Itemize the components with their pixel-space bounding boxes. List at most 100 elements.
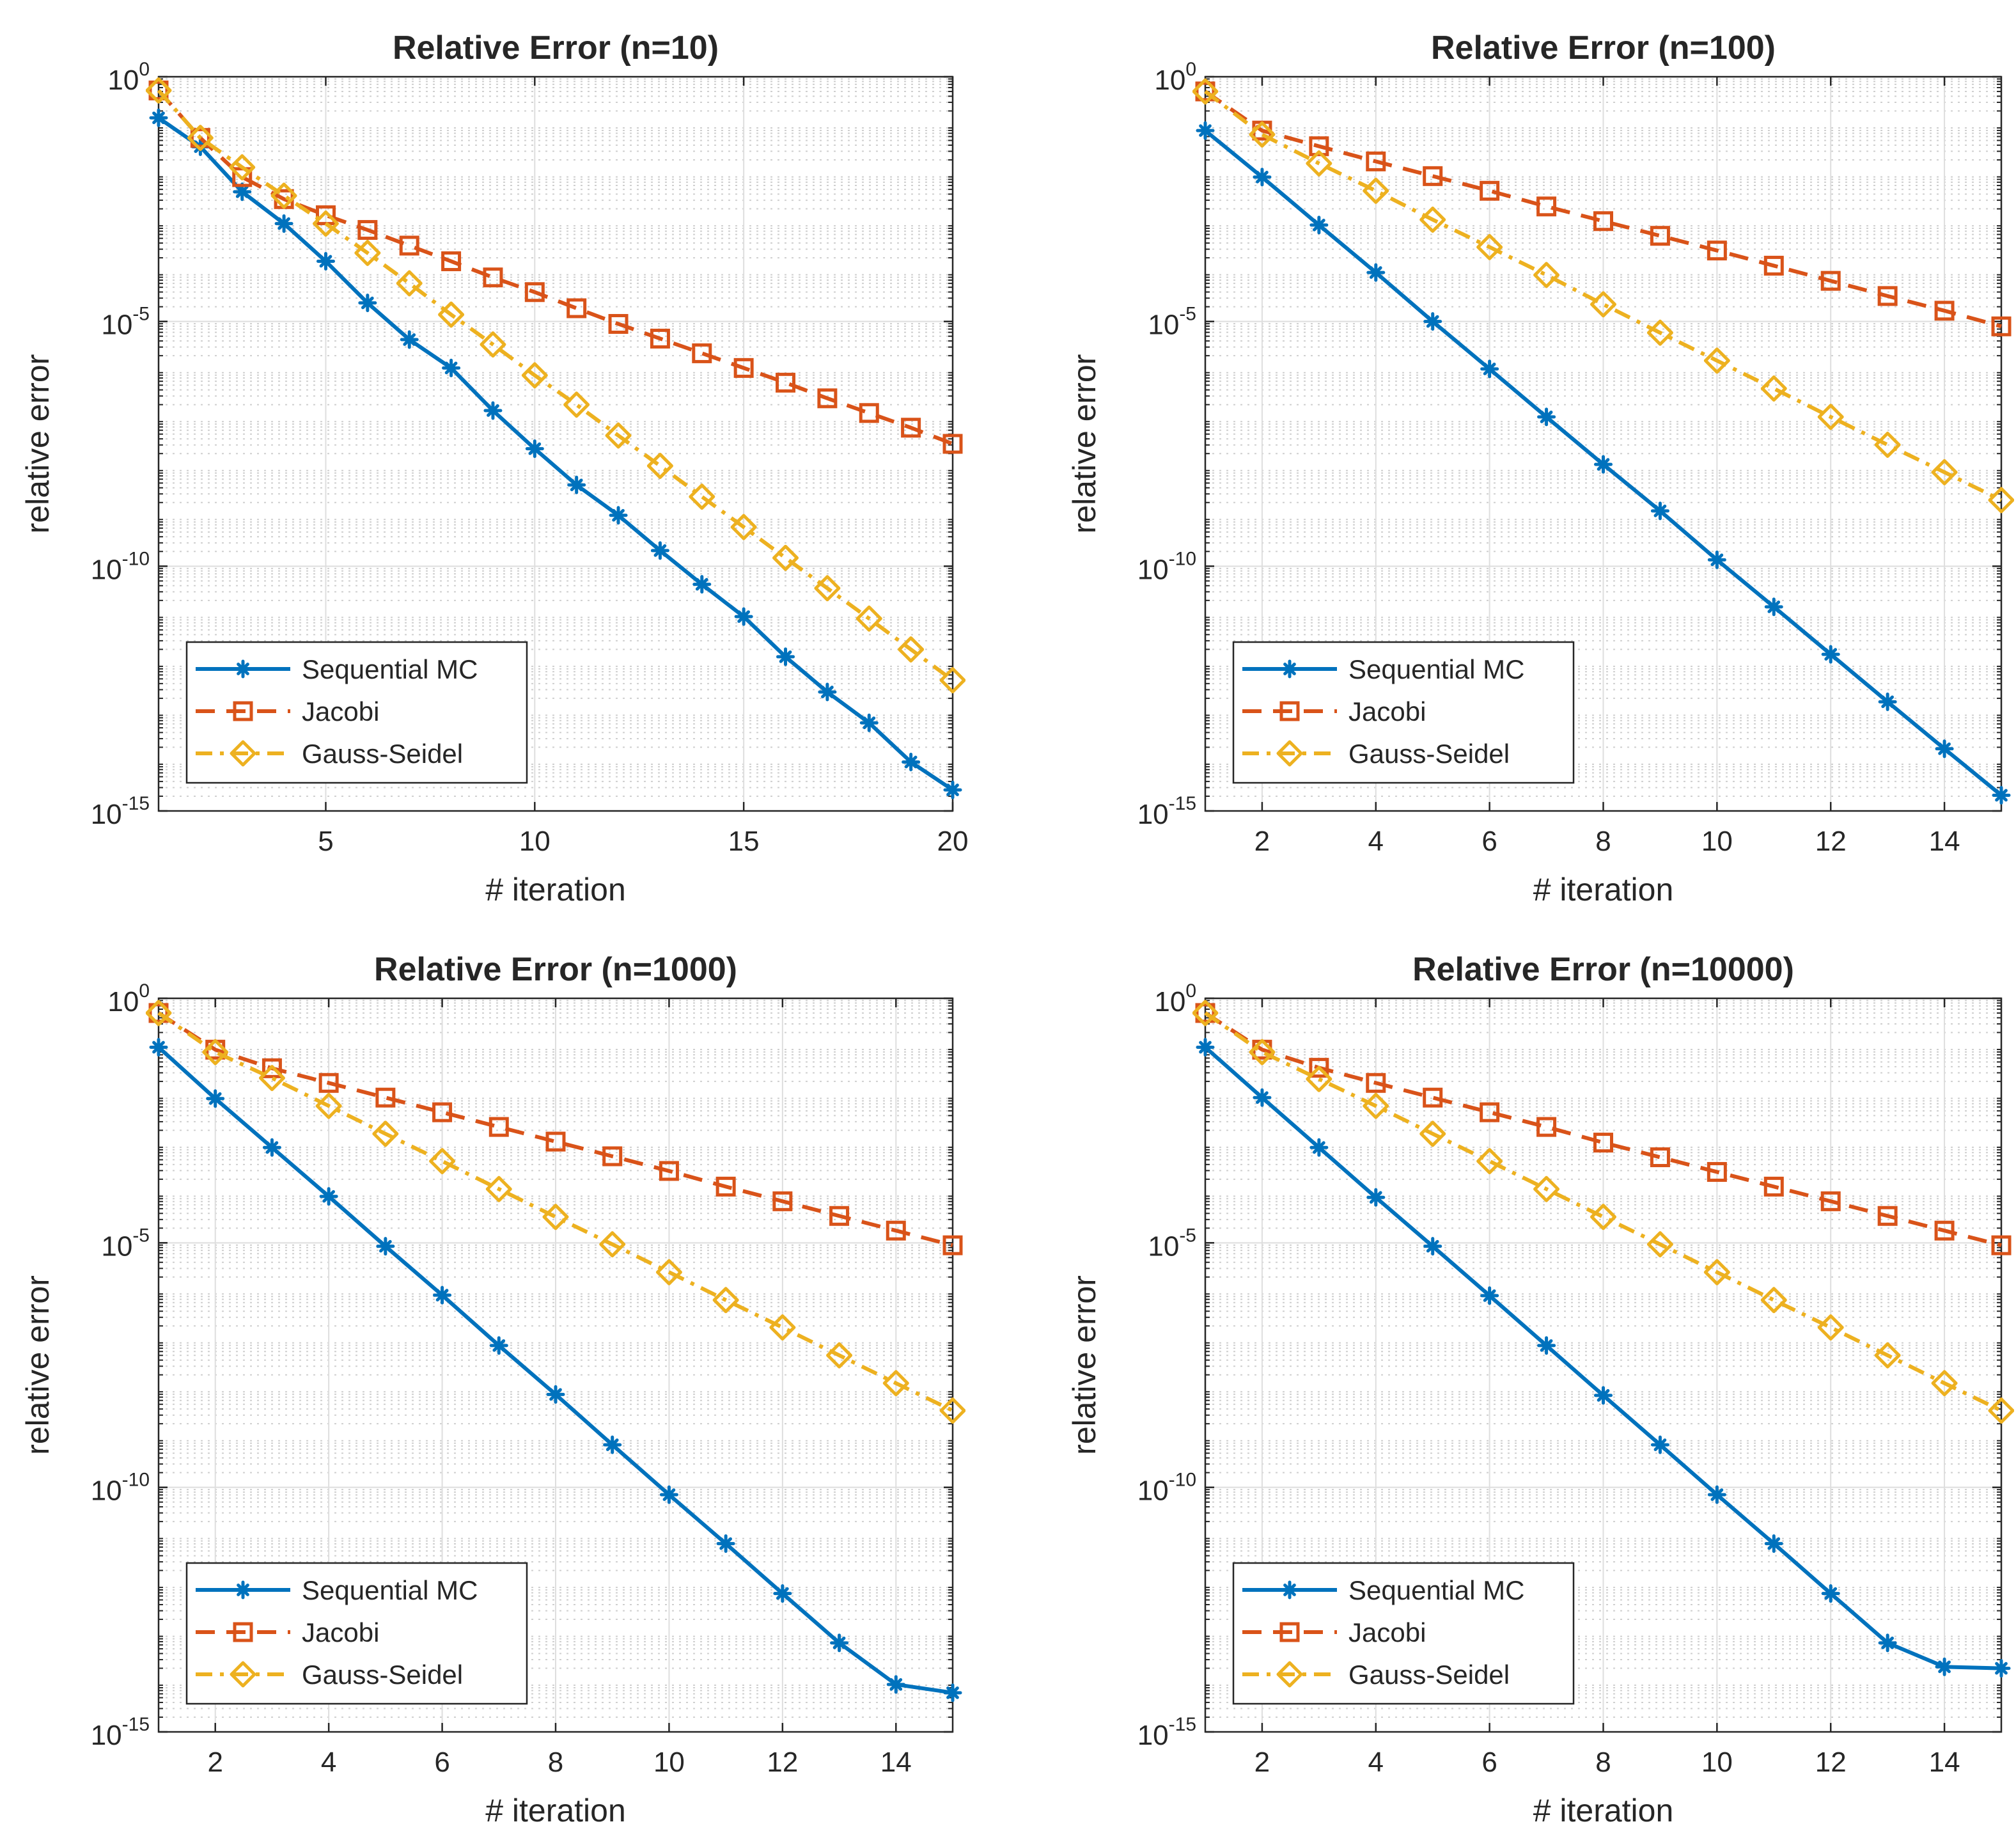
y-tick-label: 10-5	[101, 1225, 150, 1262]
data-point-marker	[202, 1039, 229, 1065]
legend-marker	[233, 1580, 253, 1599]
series-gauss-seidel	[146, 1000, 965, 1424]
data-point-marker	[1593, 1133, 1613, 1153]
legend-label: Gauss-Seidel	[302, 1660, 463, 1690]
legend-item: Gauss-Seidel	[1242, 1660, 1510, 1690]
data-point-marker	[429, 1148, 456, 1175]
legend-item: Jacobi	[196, 1617, 379, 1647]
legend-marker	[1280, 1580, 1299, 1599]
data-point-marker	[190, 128, 210, 148]
series-jacobi	[148, 80, 963, 454]
data-point-marker	[319, 1187, 338, 1206]
data-point-marker	[1992, 786, 2011, 805]
series-line	[157, 116, 954, 792]
data-point-marker	[1590, 1204, 1616, 1230]
data-point-marker	[942, 1235, 963, 1255]
data-point-marker	[148, 1003, 169, 1023]
y-tick-label: 100	[107, 59, 150, 96]
data-point-marker	[480, 331, 506, 358]
data-point-marker	[1423, 166, 1443, 186]
legend-label: Sequential MC	[1348, 654, 1524, 684]
series-sequential-mc	[1196, 121, 2011, 805]
data-point-marker	[1419, 206, 1446, 233]
data-point-marker	[602, 1146, 623, 1167]
legend-marker	[233, 659, 253, 679]
data-point-marker	[1249, 1039, 1276, 1065]
data-point-marker	[1991, 316, 2012, 336]
data-point-marker	[149, 108, 168, 127]
tick-marks	[159, 75, 954, 812]
data-point-marker	[730, 514, 757, 540]
data-point-marker	[1703, 1259, 1730, 1285]
data-point-marker	[1249, 121, 1276, 148]
data-point-marker	[1363, 1092, 1389, 1119]
data-point-marker	[1650, 1435, 1669, 1454]
axes-box	[157, 75, 954, 812]
data-point-marker	[1594, 455, 1613, 474]
data-point-marker	[939, 667, 965, 694]
data-point-marker	[1820, 1191, 1841, 1211]
data-point-marker	[773, 1584, 792, 1603]
data-point-marker	[1423, 312, 1442, 331]
data-point-marker	[1593, 211, 1613, 232]
data-point-marker	[1533, 262, 1560, 288]
data-point-marker	[1988, 487, 2014, 514]
x-axis-label: # iteration	[1533, 1793, 1674, 1828]
series-jacobi	[148, 1003, 963, 1255]
series-sequential-mc	[1196, 1037, 2011, 1678]
data-point-marker	[1309, 1058, 1329, 1078]
data-point-marker	[229, 154, 256, 181]
data-point-marker	[312, 210, 339, 237]
data-point-marker	[1878, 692, 1897, 711]
data-point-marker	[943, 780, 962, 799]
series-line	[157, 1011, 953, 1248]
data-point-marker	[489, 1336, 508, 1355]
data-point-marker	[1476, 1148, 1503, 1175]
legend-label: Jacobi	[1348, 1617, 1426, 1647]
x-tick-label: 2	[1254, 1747, 1270, 1778]
data-point-marker	[1707, 550, 1726, 569]
data-point-marker	[942, 434, 963, 454]
data-point-marker	[1537, 407, 1556, 427]
data-point-marker	[1196, 1037, 1215, 1057]
data-point-marker	[1992, 1659, 2011, 1678]
chart-title: Relative Error (n=10000)	[1412, 951, 1794, 988]
x-tick-label: 4	[1368, 1747, 1384, 1778]
data-point-marker	[485, 1175, 512, 1202]
data-point-marker	[1821, 645, 1840, 664]
data-point-marker	[262, 1138, 281, 1157]
data-point-marker	[1363, 177, 1389, 204]
data-point-marker	[715, 1176, 736, 1197]
data-point-marker	[901, 418, 921, 438]
legend-item: Sequential MC	[196, 654, 478, 684]
data-point-marker	[1817, 404, 1844, 430]
data-point-marker	[1646, 319, 1673, 346]
data-point-marker	[1419, 1120, 1446, 1147]
chart-title: Relative Error (n=10)	[393, 29, 719, 67]
data-point-marker	[1935, 739, 1954, 758]
x-tick-label: 15	[728, 826, 760, 857]
data-point-marker	[692, 575, 712, 594]
y-tick-label: 10-5	[1148, 1225, 1196, 1262]
data-point-marker	[433, 1285, 452, 1305]
data-point-marker	[1707, 1485, 1726, 1504]
grid	[159, 998, 953, 1733]
series-gauss-seidel	[146, 77, 965, 694]
y-tick-label: 10-10	[1137, 1470, 1196, 1507]
data-point-marker	[521, 362, 548, 389]
data-point-marker	[886, 1220, 906, 1241]
data-point-marker	[859, 713, 879, 732]
legend-marker	[1276, 740, 1303, 767]
series-line	[157, 1011, 954, 1413]
data-point-marker	[902, 752, 921, 771]
data-point-marker	[1594, 1386, 1613, 1405]
data-point-marker	[206, 1089, 225, 1108]
x-tick-label: 10	[519, 826, 551, 857]
data-point-marker	[1817, 1314, 1844, 1341]
data-point-marker	[438, 301, 465, 328]
data-point-marker	[483, 401, 503, 420]
data-point-marker	[829, 1206, 850, 1226]
data-point-marker	[1480, 359, 1499, 379]
data-point-marker	[1874, 432, 1901, 459]
